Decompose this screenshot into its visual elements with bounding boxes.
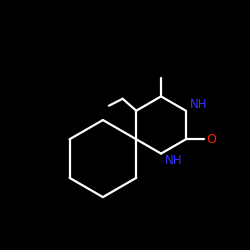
- Text: NH: NH: [190, 98, 208, 111]
- Text: NH: NH: [165, 154, 182, 167]
- Text: O: O: [206, 133, 216, 146]
